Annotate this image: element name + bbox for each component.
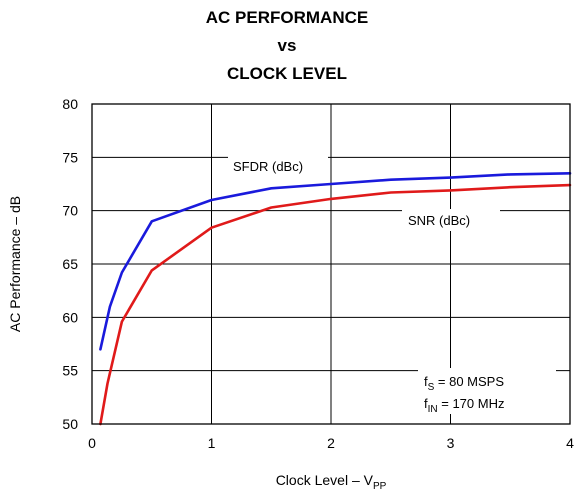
chart-title-line-3: CLOCK LEVEL	[227, 64, 347, 83]
x-axis-label: Clock Level – VPP	[276, 472, 387, 492]
x-tick-label: 2	[327, 435, 335, 451]
series-line-sfdr	[99, 172, 572, 351]
annotation-subscript: IN	[428, 404, 438, 415]
annotation-text: f	[424, 374, 428, 389]
x-tick-label: 1	[208, 435, 216, 451]
annotation-text: = 170 MHz	[438, 396, 505, 411]
conditions-annotation: fS = 80 MSPS fIN = 170 MHz	[418, 368, 556, 415]
y-tick-label: 80	[62, 96, 78, 112]
y-tick-label: 70	[62, 203, 78, 219]
conditions-annotation-bg	[418, 368, 556, 414]
annotation-subscript: S	[428, 382, 435, 393]
y-tick-label: 50	[62, 416, 78, 432]
series-label-snr-bg	[402, 209, 500, 231]
x-axis-label-sub: PP	[373, 481, 387, 492]
y-tick-label: 75	[62, 149, 78, 165]
series-lines	[99, 172, 572, 426]
x-tick-label: 3	[447, 435, 455, 451]
series-label-sfdr-bg	[228, 155, 328, 177]
plot-frame	[91, 103, 571, 425]
chart-title-line-1: AC PERFORMANCE	[205, 8, 369, 27]
y-tick-label: 60	[62, 309, 78, 325]
annotation-input-frequency: fIN = 170 MHz	[424, 396, 504, 415]
annotation-sample-rate: fS = 80 MSPS	[424, 374, 504, 393]
series-label-sfdr: SFDR (dBc)	[233, 159, 303, 174]
annotation-text: = 80 MSPS	[434, 374, 504, 389]
annotation-text: f	[424, 396, 428, 411]
chart-title-line-2: vs	[277, 36, 297, 55]
x-tick-label: 0	[88, 435, 96, 451]
x-tick-label: 4	[566, 435, 574, 451]
y-tick-label: 65	[62, 256, 78, 272]
x-axis-label-main: Clock Level – V	[276, 472, 374, 488]
y-tick-label: 55	[62, 363, 78, 379]
series-line-snr	[99, 183, 572, 426]
axis-ticks: 0 1 2 3 4 50 55 60 65 70 75 80	[62, 96, 574, 451]
series-label-snr: SNR (dBc)	[408, 213, 470, 228]
y-axis-label: AC Performance – dB	[7, 196, 23, 332]
